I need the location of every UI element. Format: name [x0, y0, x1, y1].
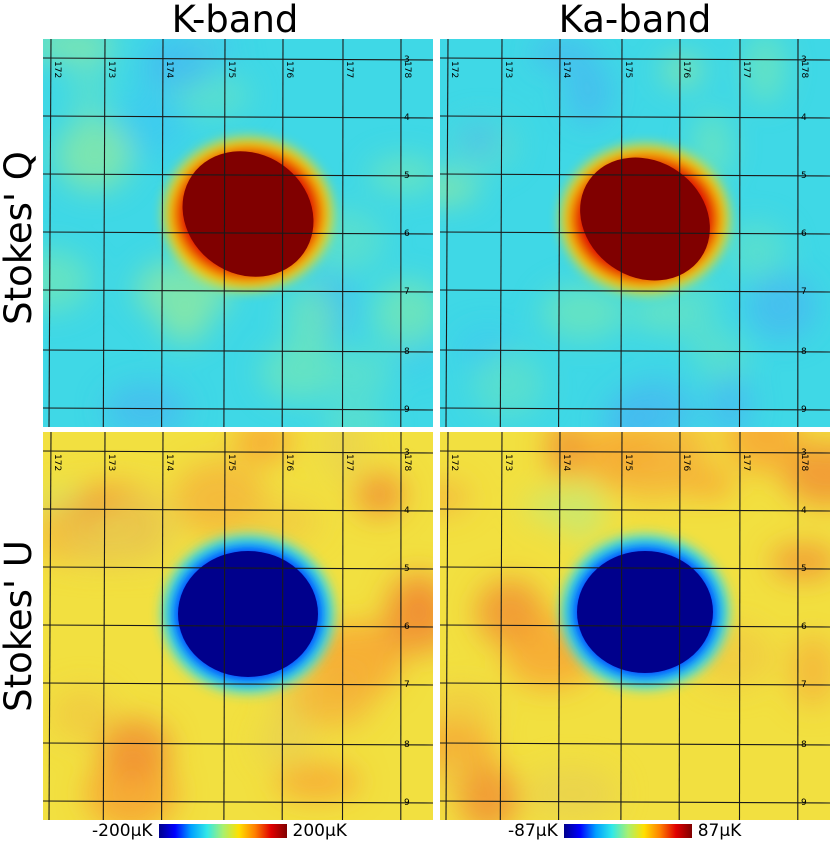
coordinate-grid — [440, 432, 830, 820]
lon-tick-label: 176 — [284, 454, 294, 471]
lat-tick-label: 7 — [801, 680, 807, 690]
lon-tick-label: 177 — [741, 454, 751, 471]
lat-tick-label: 8 — [404, 740, 410, 750]
lat-tick-label: 4 — [404, 506, 410, 516]
row-title-stokes-q: Stokes' Q — [0, 151, 40, 325]
noise-patches — [440, 432, 830, 820]
lon-tick-label: 178 — [402, 454, 412, 471]
lat-tick-label: 7 — [404, 287, 410, 297]
lon-tick-label: 172 — [52, 454, 62, 471]
lat-tick-label: 4 — [801, 506, 807, 516]
lon-tick-label: 175 — [226, 61, 236, 78]
lat-tick-label: 8 — [404, 347, 410, 357]
lat-tick-label: 5 — [404, 564, 410, 574]
source-core — [178, 551, 318, 677]
lon-tick-label: 173 — [503, 61, 513, 78]
lon-tick-label: 178 — [799, 61, 809, 78]
lat-tick-label: 7 — [404, 680, 410, 690]
lon-tick-label: 173 — [503, 454, 513, 471]
lon-tick-label: 174 — [164, 61, 174, 78]
lon-tick-label: 174 — [561, 61, 571, 78]
colorbar-gradient — [158, 824, 287, 838]
lat-tick-label: 3 — [404, 55, 410, 65]
lon-tick-label: 176 — [681, 61, 691, 78]
column-title-ka-band: Ka-band — [558, 0, 712, 41]
colorbar-k-band: -200µK 200µK — [92, 821, 347, 841]
lat-tick-label: 9 — [404, 405, 410, 415]
panel-ka-band-stokes-q: 172 173 174 175 176 177 178 3 4 5 6 7 8 9 — [440, 39, 830, 427]
lon-tick-label: 178 — [799, 454, 809, 471]
lat-tick-label: 8 — [801, 347, 807, 357]
lon-tick-label: 173 — [106, 61, 116, 78]
lon-tick-label: 175 — [623, 61, 633, 78]
lon-tick-label: 175 — [226, 454, 236, 471]
lat-tick-label: 5 — [801, 171, 807, 181]
lat-tick-label: 9 — [801, 798, 807, 808]
lon-tick-label: 174 — [561, 454, 571, 471]
colorbar-max-label: 200µK — [292, 821, 347, 841]
lat-tick-label: 5 — [404, 171, 410, 181]
source-core — [577, 551, 713, 673]
lat-tick-label: 4 — [404, 113, 410, 123]
source-core — [182, 151, 314, 277]
lat-tick-label: 8 — [801, 740, 807, 750]
lat-tick-label: 9 — [404, 798, 410, 808]
lon-tick-label: 175 — [623, 454, 633, 471]
lat-tick-label: 6 — [801, 622, 807, 632]
lon-tick-label: 172 — [449, 454, 459, 471]
lon-tick-label: 174 — [164, 454, 174, 471]
coordinate-grid — [43, 39, 433, 427]
lat-tick-label: 3 — [801, 55, 807, 65]
colorbar-ka-band: -87µK 87µK — [508, 821, 741, 841]
row-title-stokes-u: Stokes' U — [0, 540, 40, 712]
colorbar-max-label: 87µK — [697, 821, 742, 841]
lon-tick-label: 177 — [344, 454, 354, 471]
source-core — [580, 157, 710, 281]
lat-tick-label: 7 — [801, 287, 807, 297]
lon-tick-label: 176 — [681, 454, 691, 471]
lon-tick-label: 172 — [52, 61, 62, 78]
lat-tick-label: 6 — [801, 229, 807, 239]
noise-patches — [440, 39, 817, 427]
colorbar-min-label: -200µK — [92, 821, 153, 841]
lat-tick-label: 5 — [801, 564, 807, 574]
lat-tick-label: 9 — [801, 405, 807, 415]
lat-tick-label: 6 — [404, 229, 410, 239]
lon-tick-label: 177 — [741, 61, 751, 78]
lon-tick-label: 178 — [402, 61, 412, 78]
lat-tick-label: 4 — [801, 113, 807, 123]
lat-tick-label: 3 — [404, 448, 410, 458]
lon-tick-label: 176 — [284, 61, 294, 78]
lon-tick-label: 173 — [106, 454, 116, 471]
lat-tick-label: 3 — [801, 448, 807, 458]
coordinate-grid — [440, 39, 830, 427]
lon-tick-label: 177 — [344, 61, 354, 78]
coordinate-grid — [43, 432, 433, 820]
colorbar-min-label: -87µK — [508, 821, 558, 841]
panel-k-band-stokes-u: 172 173 174 175 176 177 178 3 4 5 6 7 8 9 — [43, 432, 433, 820]
lat-tick-label: 6 — [404, 622, 410, 632]
lon-tick-label: 172 — [449, 61, 459, 78]
column-title-k-band: K-band — [171, 0, 299, 41]
colorbar-gradient — [563, 824, 692, 838]
panel-ka-band-stokes-u: 172 173 174 175 176 177 178 3 4 5 6 7 8 9 — [440, 432, 830, 820]
panel-k-band-stokes-q: 172 173 174 175 176 177 178 3 4 5 6 7 8 9 — [43, 39, 433, 427]
